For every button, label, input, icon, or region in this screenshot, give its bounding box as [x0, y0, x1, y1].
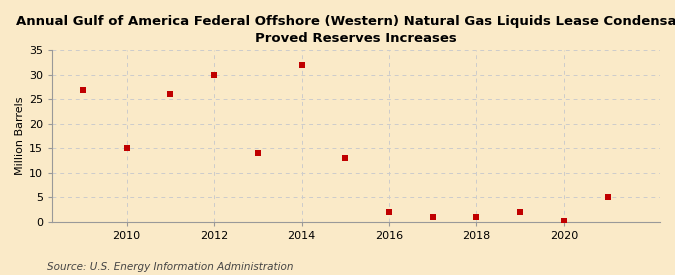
- Point: [252, 151, 263, 155]
- Y-axis label: Million Barrels: Million Barrels: [15, 97, 25, 175]
- Text: Source: U.S. Energy Information Administration: Source: U.S. Energy Information Administ…: [47, 262, 294, 272]
- Point: [165, 92, 176, 97]
- Point: [296, 63, 307, 67]
- Point: [471, 214, 482, 219]
- Point: [340, 156, 350, 160]
- Point: [78, 87, 88, 92]
- Point: [383, 210, 394, 214]
- Point: [209, 73, 219, 77]
- Point: [602, 195, 613, 199]
- Point: [558, 219, 569, 223]
- Title: Annual Gulf of America Federal Offshore (Western) Natural Gas Liquids Lease Cond: Annual Gulf of America Federal Offshore …: [16, 15, 675, 45]
- Point: [122, 146, 132, 150]
- Point: [427, 214, 438, 219]
- Point: [515, 210, 526, 214]
